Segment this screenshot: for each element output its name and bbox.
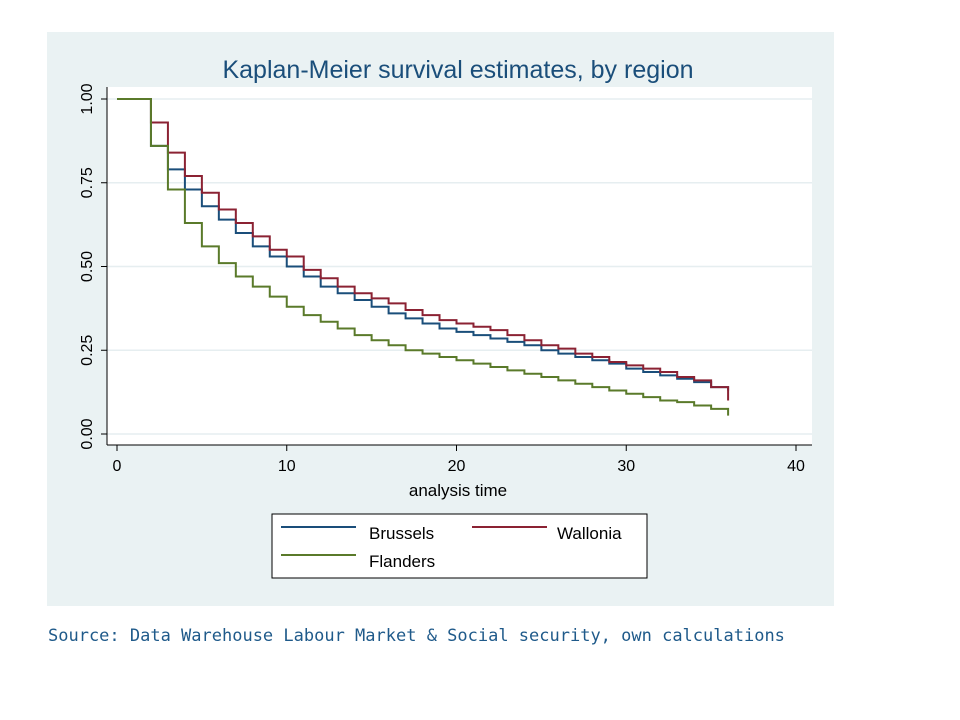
legend-label-wallonia: Wallonia [557,524,622,543]
series-lines [117,98,730,416]
y-tick-label: 0.75 [79,167,96,198]
series-line-flanders [117,98,730,416]
chart-panel: Kaplan-Meier survival estimates, by regi… [47,32,834,606]
source-note: Source: Data Warehouse Labour Market & S… [48,626,785,646]
y-tick-label: 0.00 [79,418,96,449]
y-tick-label: 1.00 [79,83,96,114]
grid-lines [107,98,812,435]
legend-label-brussels: Brussels [369,524,434,543]
x-axis-label: analysis time [409,481,507,500]
legend: Brussels Wallonia Flanders [271,513,648,579]
x-tick-label: 0 [113,458,122,475]
series-line-brussels [117,98,730,391]
legend-label-flanders: Flanders [369,552,435,571]
y-tick-label: 0.50 [79,251,96,282]
x-tick-label: 40 [787,458,805,475]
km-chart: Kaplan-Meier survival estimates, by regi… [79,56,812,579]
legend-box [271,513,648,579]
x-tick-label: 30 [617,458,635,475]
series-line-wallonia [117,98,730,401]
x-tick-label: 20 [448,458,466,475]
y-tick-label: 0.25 [79,335,96,366]
axes: 0.00 0.25 0.50 0.75 1.00 0 10 20 30 40 [79,83,812,475]
x-tick-label: 10 [278,458,296,475]
chart-title: Kaplan-Meier survival estimates, by regi… [222,56,693,84]
